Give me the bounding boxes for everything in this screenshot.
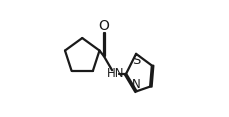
Text: S: S [131,54,140,67]
Text: N: N [131,78,140,91]
Text: O: O [98,19,109,33]
Text: HN: HN [106,67,124,80]
